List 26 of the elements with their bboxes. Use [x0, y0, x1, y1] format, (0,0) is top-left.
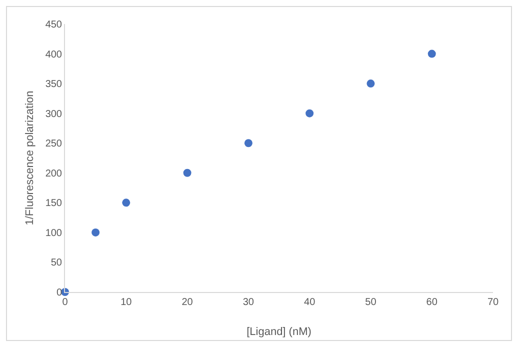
y-tick-label: 200 — [45, 168, 62, 180]
x-axis-title: [Ligand] (nM) — [246, 326, 312, 338]
point — [244, 139, 252, 148]
x-tick-label: 30 — [242, 297, 254, 308]
y-axis-title: 1/Fluorescence polarization — [24, 90, 36, 226]
x-tick-label: 70 — [487, 297, 499, 308]
x-tick-label: 50 — [365, 297, 377, 308]
point — [183, 168, 192, 177]
x-tick-label: 40 — [304, 297, 316, 308]
y-tick-label: 350 — [45, 79, 62, 90]
y-tick-label: 250 — [45, 138, 62, 150]
point — [428, 50, 436, 58]
point — [306, 109, 314, 118]
y-tick-label: 0 — [56, 288, 62, 298]
y-tick-label: 450 — [45, 20, 62, 30]
x-tick-label: 10 — [120, 297, 132, 308]
point — [122, 198, 130, 207]
x-tick-label: 60 — [426, 297, 438, 308]
y-tick-label: 150 — [45, 198, 62, 210]
y-tick-label: 50 — [50, 258, 62, 269]
y-tick-label: 300 — [45, 108, 62, 120]
y-tick-label: 100 — [45, 228, 62, 239]
point — [366, 80, 375, 88]
point — [92, 228, 100, 236]
y-tick-label: 400 — [45, 49, 62, 60]
x-tick-label: 20 — [182, 297, 194, 308]
